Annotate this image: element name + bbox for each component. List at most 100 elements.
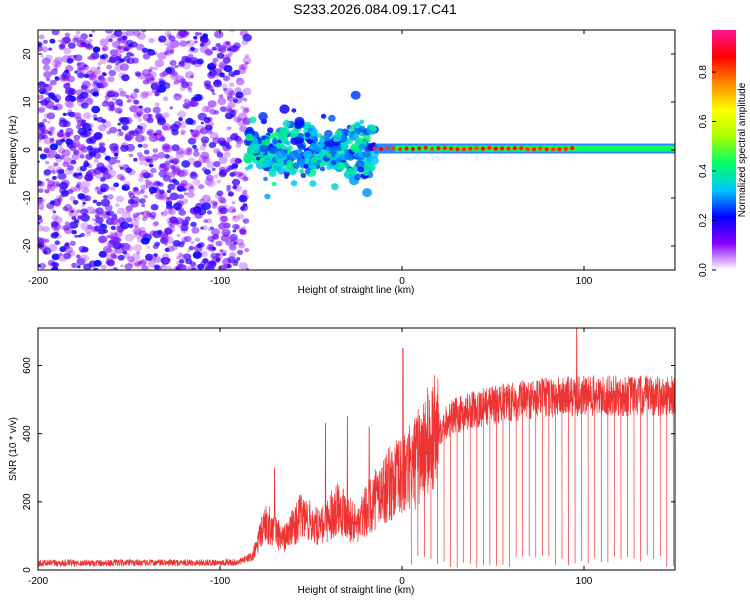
spectrogram-cell bbox=[233, 116, 242, 123]
spectrogram-cell bbox=[108, 56, 117, 64]
spectrogram-cell bbox=[235, 77, 245, 86]
spectrogram-cell bbox=[85, 175, 93, 182]
spectrogram-cell bbox=[255, 143, 261, 149]
spectrogram-cell bbox=[213, 174, 219, 179]
spectrogram-cell bbox=[69, 240, 76, 246]
spectrogram-ylabel: Frequency (Hz) bbox=[8, 116, 19, 185]
spectrogram-cell bbox=[155, 129, 162, 135]
spectrogram-cell bbox=[226, 95, 235, 102]
spectrogram-cell bbox=[241, 96, 246, 101]
spectrogram-cell bbox=[181, 253, 188, 259]
spectrogram-cell bbox=[211, 246, 217, 251]
spectrogram-cell bbox=[192, 251, 202, 259]
spectrogram-cell bbox=[210, 88, 215, 93]
spectrogram-cell bbox=[154, 241, 161, 247]
carrier-peak bbox=[551, 147, 556, 152]
spectrogram-cell bbox=[54, 76, 59, 80]
carrier-peak bbox=[398, 147, 403, 151]
colorbar-tick-label: 0.6 bbox=[698, 114, 709, 128]
spectrogram-cell bbox=[208, 69, 217, 77]
spectrogram-cell bbox=[118, 87, 124, 93]
spectrogram-cell bbox=[157, 117, 167, 125]
spectrogram-cell bbox=[171, 144, 180, 152]
spectrogram-cell bbox=[234, 259, 239, 263]
spectrogram-cell bbox=[107, 194, 114, 200]
spectrogram-cell bbox=[49, 79, 57, 86]
spectrogram-cell bbox=[153, 253, 158, 257]
spectrogram-cell bbox=[81, 257, 87, 261]
spectrogram-cell bbox=[212, 92, 216, 95]
spectrogram-cell bbox=[130, 200, 139, 208]
spectrogram-cell bbox=[85, 153, 93, 160]
spectrogram-cell bbox=[191, 267, 197, 270]
spectrogram-cell bbox=[107, 259, 115, 267]
colorbar-tick-label: 0.4 bbox=[698, 164, 709, 178]
spectrogram-cell bbox=[81, 80, 90, 87]
spectrogram-cell bbox=[216, 190, 224, 197]
spectrogram-cell bbox=[293, 149, 304, 159]
spectrogram-cell bbox=[282, 119, 291, 128]
spectrogram-cell bbox=[161, 123, 171, 131]
spectrogram-cell bbox=[133, 157, 138, 162]
spectrogram-cell bbox=[220, 215, 228, 222]
spectrogram-cell bbox=[38, 45, 43, 52]
spectrogram-cell bbox=[325, 146, 330, 152]
spectrogram-cell bbox=[103, 195, 108, 199]
spectrogram-cell bbox=[291, 108, 297, 113]
spectrogram-cell bbox=[157, 151, 166, 159]
spectrogram-cell bbox=[42, 64, 51, 71]
spectrogram-cell bbox=[205, 174, 214, 182]
spectrogram-cell bbox=[215, 240, 223, 247]
spectrogram-cell bbox=[183, 98, 190, 104]
spectrogram-cell bbox=[242, 33, 252, 42]
spectrogram-cell bbox=[163, 144, 173, 153]
snr-xtick-label: 0 bbox=[399, 576, 405, 587]
spectrogram-cell bbox=[231, 109, 236, 113]
spectrogram-cell bbox=[172, 167, 182, 175]
spectrogram-cell bbox=[110, 253, 117, 259]
spectrogram-cell bbox=[77, 214, 84, 221]
carrier-peak bbox=[423, 145, 428, 150]
spectrogram-cell bbox=[115, 98, 123, 106]
spectrogram-cell bbox=[126, 51, 133, 57]
spectrogram-cell bbox=[109, 217, 119, 226]
spectrogram-cell bbox=[217, 205, 226, 213]
colorbar-ticks: 0.0 0.2 0.4 0.6 0.8 bbox=[698, 65, 716, 277]
spectrogram-cell bbox=[296, 158, 305, 167]
spectrogram-cell bbox=[227, 191, 235, 197]
spectrogram-cell bbox=[189, 129, 194, 133]
spectrogram-cell bbox=[198, 184, 205, 190]
spectrogram-cell bbox=[107, 164, 113, 169]
spectrogram-cell bbox=[85, 206, 95, 215]
spectrogram-cell bbox=[164, 236, 174, 244]
spectrogram-cell bbox=[272, 139, 278, 145]
spectrogram-cell bbox=[242, 176, 249, 182]
spectrogram-cell bbox=[116, 132, 123, 137]
spectrogram-cell bbox=[209, 109, 217, 115]
spectrogram-cell bbox=[220, 222, 226, 228]
spectrogram-cell bbox=[46, 151, 56, 159]
spectrogram-cell bbox=[108, 69, 117, 77]
spectrogram-cell bbox=[222, 222, 229, 228]
spectrogram-cell bbox=[96, 201, 102, 207]
spectrogram-cell bbox=[222, 75, 230, 82]
spectrogram-cell bbox=[110, 218, 119, 226]
spectrogram-cell bbox=[43, 97, 51, 104]
spectrogram-cell bbox=[221, 166, 230, 173]
spectrogram-cell bbox=[129, 92, 138, 100]
spectrogram-cell bbox=[177, 194, 184, 200]
spectrogram-cell bbox=[83, 195, 92, 202]
spectrogram-cell bbox=[191, 100, 199, 107]
spectrogram-cell bbox=[79, 254, 90, 263]
spectrogram-cell bbox=[38, 215, 42, 220]
carrier-peak bbox=[461, 147, 466, 152]
spectrogram-cell bbox=[117, 207, 126, 215]
spectrogram-cell bbox=[139, 172, 147, 179]
spectrogram-cell bbox=[208, 142, 217, 149]
spectrogram-cell bbox=[204, 178, 214, 186]
spectrogram-cell bbox=[217, 137, 226, 145]
spectrogram-cell bbox=[83, 73, 90, 79]
spectrogram-cell bbox=[241, 39, 249, 46]
spectrogram-cell bbox=[226, 52, 233, 58]
spectrogram-cell bbox=[188, 245, 194, 251]
